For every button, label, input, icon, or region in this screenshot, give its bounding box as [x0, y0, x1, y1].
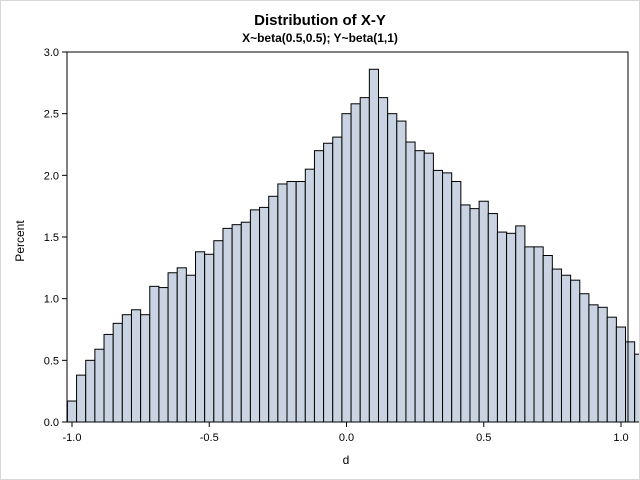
histogram-bar — [313, 150, 325, 423]
histogram-bar — [432, 169, 444, 423]
histogram-bar — [469, 208, 480, 423]
histogram-bar — [277, 183, 288, 423]
histogram-bar — [570, 279, 581, 423]
y-tick-label: 0.5 — [44, 355, 59, 367]
histogram-bar — [597, 306, 608, 423]
histogram-bar — [240, 221, 251, 423]
histogram-bar — [350, 103, 361, 423]
histogram-bar — [259, 206, 270, 423]
y-axis-label: Percent — [13, 220, 27, 262]
x-tick-label: -0.5 — [200, 432, 219, 444]
histogram-bar — [533, 246, 544, 423]
histogram-bar — [625, 341, 636, 423]
histogram-bar — [615, 326, 627, 423]
histogram-bar — [167, 272, 178, 423]
histogram-bar — [130, 309, 142, 423]
histogram-bar — [524, 246, 535, 423]
histogram-bar — [94, 348, 105, 423]
histogram-bar — [341, 113, 352, 423]
histogram-bar — [478, 200, 489, 423]
histogram-bar — [487, 213, 498, 423]
histogram-bar — [286, 181, 297, 423]
histogram-bar — [121, 314, 132, 423]
y-tick-label: 1.0 — [44, 294, 59, 306]
y-tick-label: 2.5 — [44, 109, 59, 121]
histogram-bar — [606, 316, 617, 423]
chart-subtitle: X~beta(0.5,0.5); Y~beta(1,1) — [242, 31, 398, 45]
histogram-bar — [515, 225, 526, 423]
histogram-bar — [213, 240, 224, 423]
histogram-bar — [103, 333, 114, 423]
histogram-bar — [295, 181, 306, 423]
histogram-bar — [323, 142, 334, 423]
histogram-bar — [66, 400, 78, 423]
x-tick-label: 0.5 — [476, 432, 491, 444]
y-tick-label: 3.0 — [44, 47, 59, 59]
x-axis: -1.0 -0.5 0.0 0.5 1.0 — [63, 422, 629, 444]
histogram-bar — [231, 224, 242, 423]
histogram-bar — [304, 168, 315, 423]
y-tick-label: 0.0 — [44, 417, 59, 429]
histogram-bar — [76, 374, 87, 423]
histogram-bar — [359, 97, 370, 423]
histogram-bar — [158, 287, 169, 423]
histogram-bar — [185, 274, 197, 423]
bars-group — [66, 68, 639, 423]
y-tick-label: 2.0 — [44, 170, 59, 182]
histogram-bar — [496, 231, 508, 423]
histogram-bar — [506, 232, 517, 423]
histogram-bar — [268, 195, 279, 423]
histogram-bar — [140, 314, 151, 423]
histogram-bar — [542, 255, 553, 423]
histogram-bar — [405, 141, 416, 423]
y-tick-label: 1.5 — [44, 232, 59, 244]
x-tick-label: 1.0 — [613, 432, 628, 444]
histogram-bar — [588, 304, 599, 423]
x-tick-label: 0.0 — [339, 432, 354, 444]
histogram-bar — [377, 97, 389, 423]
histogram-bar — [195, 251, 206, 423]
histogram-bar — [249, 209, 261, 423]
histogram-bar — [634, 353, 639, 423]
histogram-bar — [414, 150, 425, 423]
histogram-bar — [332, 136, 343, 423]
histogram-bar — [222, 227, 233, 423]
histogram-bar — [176, 267, 187, 423]
histogram-bar — [460, 204, 471, 423]
histogram-bar — [560, 274, 572, 423]
histogram-bar — [149, 285, 160, 423]
chart-title: Distribution of X-Y — [254, 12, 386, 29]
histogram-bar — [112, 322, 123, 423]
histogram-bar — [387, 113, 398, 423]
histogram-bar — [204, 253, 215, 423]
histogram-bar — [368, 68, 380, 423]
x-tick-label: -1.0 — [63, 432, 82, 444]
y-axis: 0.0 0.5 1.0 1.5 2.0 2.5 3.0 — [44, 47, 67, 429]
histogram-bar — [579, 293, 590, 423]
histogram-bar — [442, 172, 453, 423]
histogram-bar — [451, 181, 462, 423]
x-axis-label: d — [343, 453, 350, 467]
histogram-bar — [423, 152, 434, 423]
histogram-bar — [551, 268, 562, 423]
histogram-bar — [396, 120, 407, 423]
histogram-bar — [85, 359, 96, 423]
